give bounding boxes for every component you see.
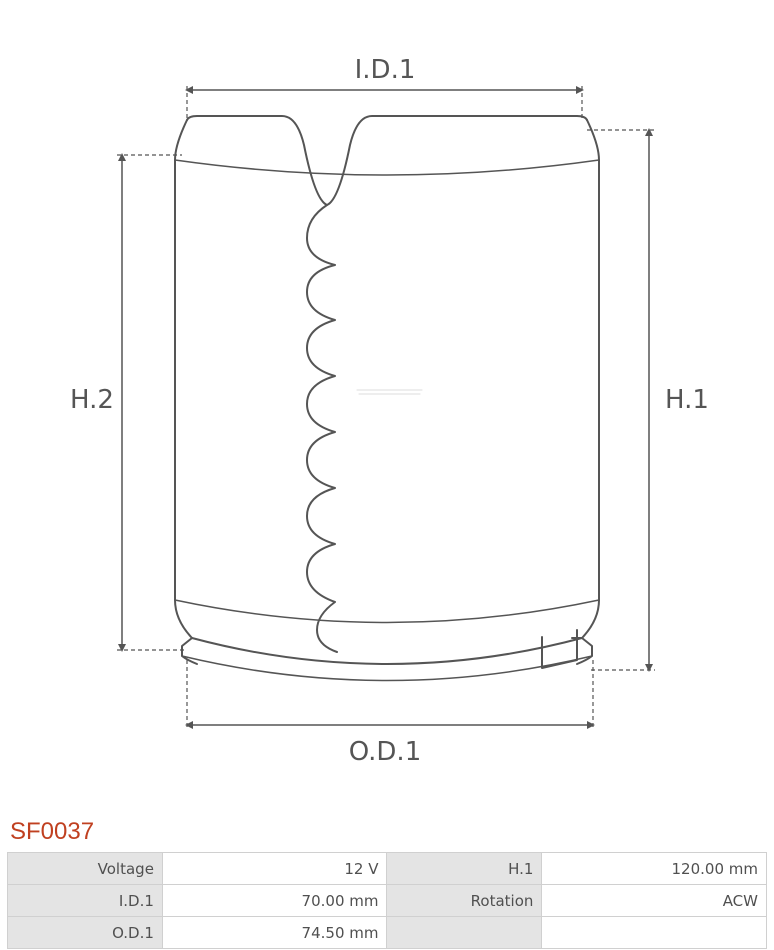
spec-label: H.1 xyxy=(387,853,542,885)
dim-label-h2: H.2 xyxy=(70,385,114,415)
spec-value: 120.00 mm xyxy=(542,853,767,885)
spec-value: ACW xyxy=(542,885,767,917)
spec-label: Voltage xyxy=(8,853,163,885)
table-row: O.D.1 74.50 mm xyxy=(8,917,767,949)
table-row: I.D.1 70.00 mm Rotation ACW xyxy=(8,885,767,917)
spec-label: I.D.1 xyxy=(8,885,163,917)
spec-value: 70.00 mm xyxy=(162,885,387,917)
dim-label-id1: I.D.1 xyxy=(355,55,416,85)
diagram-area: I.D.1 O.D.1 H.2 H.1 xyxy=(0,10,774,810)
spec-table: Voltage 12 V H.1 120.00 mm I.D.1 70.00 m… xyxy=(7,852,767,949)
spec-value xyxy=(542,917,767,949)
spec-value: 12 V xyxy=(162,853,387,885)
part-code: SF0037 xyxy=(10,818,774,846)
spec-label: Rotation xyxy=(387,885,542,917)
spec-label: O.D.1 xyxy=(8,917,163,949)
table-row: Voltage 12 V H.1 120.00 mm xyxy=(8,853,767,885)
spec-label xyxy=(387,917,542,949)
dim-label-h1: H.1 xyxy=(665,385,709,415)
part-diagram: I.D.1 O.D.1 H.2 H.1 xyxy=(37,30,737,790)
spec-value: 74.50 mm xyxy=(162,917,387,949)
dim-label-od1: O.D.1 xyxy=(349,737,422,767)
